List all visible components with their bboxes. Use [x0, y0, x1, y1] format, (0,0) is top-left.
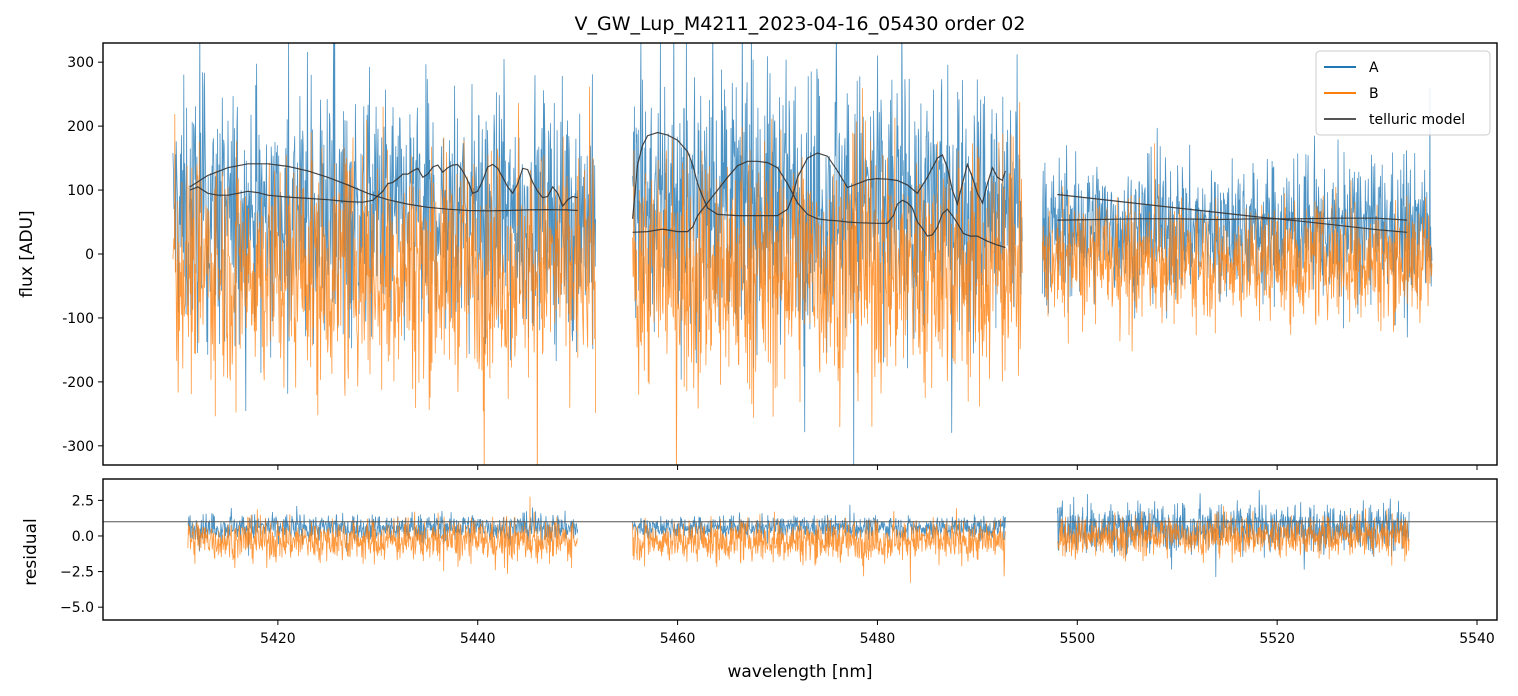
x-tick-label: 5520	[1259, 631, 1295, 647]
top-x-axis	[277, 465, 1478, 470]
y-tick-label: 200	[67, 119, 94, 135]
legend[interactable]: A B telluric model	[1315, 50, 1491, 136]
x-tick-label: 5420	[260, 631, 296, 647]
legend-label-telluric: telluric model	[1369, 112, 1465, 128]
y-tick-label: -100	[62, 311, 94, 327]
telluric-b-segment-1	[632, 131, 1006, 219]
y-tick-label: −2.5	[60, 565, 94, 581]
y-tick-label: 0	[85, 247, 94, 263]
top-ylabel: flux [ADU]	[17, 210, 37, 297]
x-tick-label: 5440	[460, 631, 496, 647]
series-b-segment-0	[172, 86, 596, 465]
y-tick-label: 2.5	[72, 493, 94, 509]
y-tick-label: -300	[62, 439, 94, 455]
legend-box	[1315, 50, 1491, 136]
residual-a-segment-0	[187, 505, 579, 556]
telluric-b-segment-0	[189, 163, 578, 208]
x-axis-label: wavelength [nm]	[727, 662, 872, 682]
series-a-segment-1	[632, 43, 1023, 465]
y-tick-label: 300	[67, 55, 94, 71]
telluric-model-lines	[189, 131, 1408, 249]
legend-label-a: A	[1369, 60, 1379, 76]
bottom-y-axis: −5.0 −2.5 0.0 2.5	[60, 493, 103, 616]
top-plot-area	[172, 43, 1433, 465]
residual-b-segment-0	[187, 496, 578, 574]
y-tick-label: -200	[62, 375, 94, 391]
bottom-axes-frame	[102, 478, 1498, 621]
residual-a-segment-2	[1056, 489, 1410, 578]
x-tick-label: 5540	[1459, 631, 1495, 647]
y-tick-label: −5.0	[60, 600, 94, 616]
bottom-x-axis: 5420 5440 5460 5480 5500 5520 5540	[260, 620, 1495, 647]
y-tick-label: 100	[67, 183, 94, 199]
x-tick-label: 5480	[860, 631, 896, 647]
telluric-a-segment-2	[1057, 193, 1408, 233]
chart-title: V_GW_Lup_M4211_2023-04-16_05430 order 02	[575, 13, 1026, 35]
x-tick-label: 5460	[660, 631, 696, 647]
residual-b-segment-1	[632, 508, 1006, 583]
legend-label-b: B	[1369, 86, 1379, 102]
x-tick-label: 5500	[1059, 631, 1095, 647]
bottom-ylabel: residual	[21, 518, 41, 585]
y-tick-label: 0.0	[72, 529, 94, 545]
residual-plot-area	[187, 489, 1410, 583]
residual-a-segment-1	[632, 504, 1006, 545]
series-b-segment-2	[1041, 143, 1433, 352]
telluric-a-segment-0	[189, 163, 578, 212]
telluric-b-segment-2	[1057, 217, 1408, 221]
series-b-segment-1	[632, 88, 1023, 465]
top-y-axis: -300 -200 -100 0 100 200 300	[62, 55, 103, 455]
telluric-a-segment-1	[632, 160, 1006, 249]
residual-b-segment-2	[1056, 506, 1410, 566]
series-a-segment-0	[172, 43, 596, 412]
